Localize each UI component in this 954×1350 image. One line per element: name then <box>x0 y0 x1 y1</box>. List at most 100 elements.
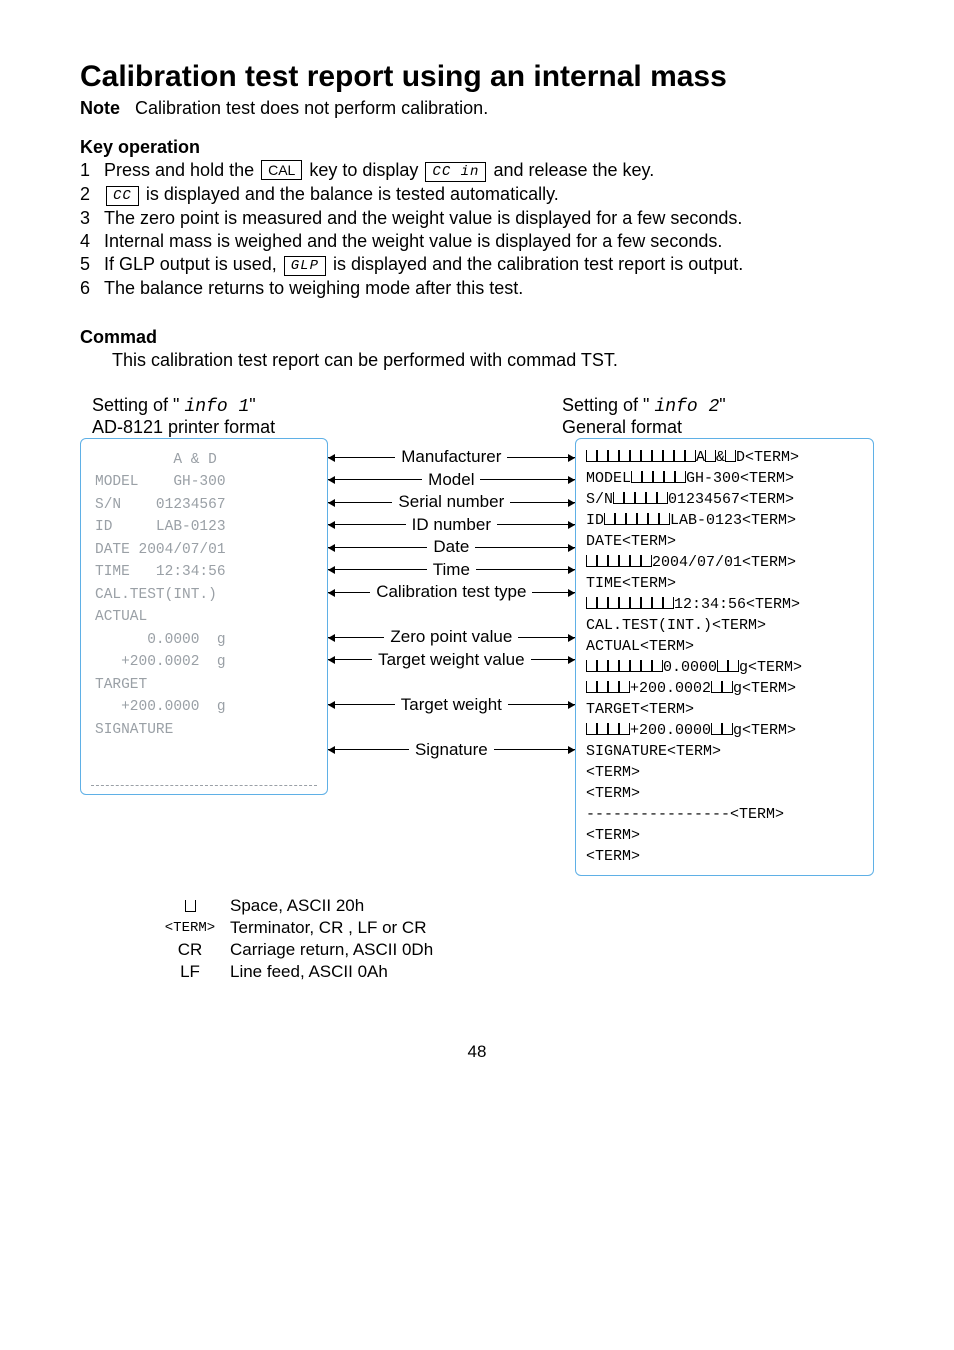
mid-labels: ManufacturerModelSerial numberID numberD… <box>328 438 575 761</box>
space-icon <box>717 660 728 672</box>
space-icon <box>586 555 597 567</box>
space-icon <box>652 597 663 609</box>
space-icon <box>608 660 619 672</box>
item-num: 4 <box>80 231 104 252</box>
list-item: 2 CC is displayed and the balance is tes… <box>80 184 874 206</box>
space-icon <box>728 660 739 672</box>
space-icon <box>637 513 648 525</box>
space-icon <box>619 597 630 609</box>
gen-line: ----------------<TERM> <box>586 804 863 825</box>
mid-label: Target weight <box>395 695 508 715</box>
legend-text: Carriage return, ASCII 0Dh <box>230 940 433 960</box>
space-icon <box>608 555 619 567</box>
label-row: Zero point value <box>328 626 575 649</box>
setting-label: Setting of " <box>562 395 654 415</box>
legend-key <box>150 896 230 916</box>
space-icon <box>711 723 722 735</box>
gen-line: IDLAB-0123<TERM> <box>586 510 863 531</box>
gen-line: DATE<TERM> <box>586 531 863 552</box>
gen-line: TARGET<TERM> <box>586 699 863 720</box>
mid-label: Zero point value <box>384 627 518 647</box>
item-text: If GLP output is used, <box>104 254 282 274</box>
legend-row: <TERM>Terminator, CR , LF or CR <box>150 918 874 938</box>
space-icon <box>630 450 641 462</box>
space-icon <box>674 450 685 462</box>
gen-line: 2004/07/01<TERM> <box>586 552 863 573</box>
space-icon <box>641 660 652 672</box>
mid-label: Model <box>422 470 480 490</box>
space-icon <box>663 450 674 462</box>
item-text: key to display <box>309 160 423 180</box>
space-icon <box>185 900 196 912</box>
mid-label: Time <box>427 560 476 580</box>
gen-line: TIME<TERM> <box>586 573 863 594</box>
label-row: Manufacturer <box>328 446 575 469</box>
space-icon <box>586 660 597 672</box>
space-icon <box>608 450 619 462</box>
item-text: The zero point is measured and the weigh… <box>104 208 742 229</box>
gen-line: 0.0000g<TERM> <box>586 657 863 678</box>
keyop-list: 1 Press and hold the CAL key to display … <box>80 160 874 299</box>
item-num: 6 <box>80 278 104 299</box>
legend-row: CRCarriage return, ASCII 0Dh <box>150 940 874 960</box>
space-icon <box>615 513 626 525</box>
gen-line: ACTUAL<TERM> <box>586 636 863 657</box>
space-icon <box>613 492 624 504</box>
label-row: Date <box>328 536 575 559</box>
diagram: Setting of " info 1" AD-8121 printer for… <box>80 395 874 876</box>
item-text: The balance returns to weighing mode aft… <box>104 278 523 299</box>
space-icon <box>608 681 619 693</box>
page-title: Calibration test report using an interna… <box>80 60 874 94</box>
gen-line: SIGNATURE<TERM> <box>586 741 863 762</box>
left-header: Setting of " info 1" AD-8121 printer for… <box>92 395 342 438</box>
label-row: Target weight <box>328 694 575 717</box>
space-icon <box>586 597 597 609</box>
label-row: Calibration test type <box>328 581 575 604</box>
item-text: is displayed and the balance is tested a… <box>146 184 559 204</box>
legend-text: Line feed, ASCII 0Ah <box>230 962 388 982</box>
setting-code: info 2 <box>654 397 719 417</box>
key-cal: CAL <box>261 160 302 180</box>
space-icon <box>597 597 608 609</box>
space-icon <box>608 723 619 735</box>
space-icon <box>597 660 608 672</box>
printer-box: A & D MODEL GH-300 S/N 01234567 ID LAB-0… <box>80 438 328 795</box>
legend-row: LFLine feed, ASCII 0Ah <box>150 962 874 982</box>
item-text: Press and hold the <box>104 160 259 180</box>
space-icon <box>604 513 615 525</box>
item-text: is displayed and the calibration test re… <box>333 254 743 274</box>
space-icon <box>642 471 653 483</box>
mid-label: Calibration test type <box>370 582 532 602</box>
gen-line: <TERM> <box>586 825 863 846</box>
space-icon <box>641 555 652 567</box>
space-icon <box>722 681 733 693</box>
label-row: Model <box>328 469 575 492</box>
space-icon <box>725 450 736 462</box>
space-icon <box>641 597 652 609</box>
label-row: Signature <box>328 739 575 762</box>
space-icon <box>659 513 670 525</box>
list-item: 1 Press and hold the CAL key to display … <box>80 160 874 182</box>
item-num: 2 <box>80 184 104 206</box>
space-icon <box>652 450 663 462</box>
space-icon <box>722 723 733 735</box>
space-icon <box>653 471 664 483</box>
space-icon <box>705 450 716 462</box>
page-number: 48 <box>80 1042 874 1062</box>
mid-label: Signature <box>409 740 494 760</box>
gen-line: A&D<TERM> <box>586 447 863 468</box>
space-icon <box>619 660 630 672</box>
space-icon <box>619 450 630 462</box>
label-row: Serial number <box>328 491 575 514</box>
mid-label: ID number <box>406 515 497 535</box>
space-icon <box>711 681 722 693</box>
left-sub: AD-8121 printer format <box>92 417 342 438</box>
mid-label: Target weight value <box>372 650 530 670</box>
space-icon <box>597 555 608 567</box>
keyop-heading: Key operation <box>80 137 874 158</box>
key-cc: CC <box>106 186 139 206</box>
space-icon <box>648 513 659 525</box>
item-num: 5 <box>80 254 104 276</box>
gen-line: S/N01234567<TERM> <box>586 489 863 510</box>
space-icon <box>626 513 637 525</box>
